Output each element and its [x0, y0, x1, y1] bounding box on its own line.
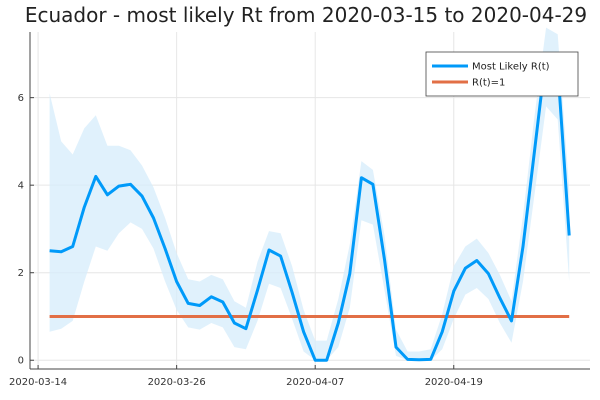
axes: 0 2 4 6 2020-03-14 2020-03-26 2020-04-07 2020-0…: [9, 32, 590, 388]
legend-label-ref: R(t)=1: [472, 78, 505, 89]
legend: Most Likely R(t) R(t)=1: [425, 51, 579, 97]
rt-interval-area: [49, 27, 570, 361]
legend-box: [425, 51, 579, 97]
y-tick-label: 6: [18, 93, 24, 104]
credible-interval-band: [49, 27, 570, 361]
x-tick-label: 2020-03-26: [148, 377, 206, 388]
y-tick-label: 0: [18, 356, 24, 367]
series-line-most-likely-rt: [49, 52, 571, 362]
x-tick-label: 2020-04-19: [425, 377, 483, 388]
y-tick-label: 4: [18, 181, 24, 192]
x-tick-label: 2020-03-14: [9, 377, 67, 388]
chart-title: Ecuador - most likely Rt from 2020-03-15…: [25, 3, 587, 27]
legend-label-rt: Most Likely R(t): [472, 62, 550, 73]
series-lines: [49, 52, 571, 362]
x-tick-label: 2020-04-07: [286, 377, 344, 388]
y-tick-label: 2: [18, 268, 24, 279]
